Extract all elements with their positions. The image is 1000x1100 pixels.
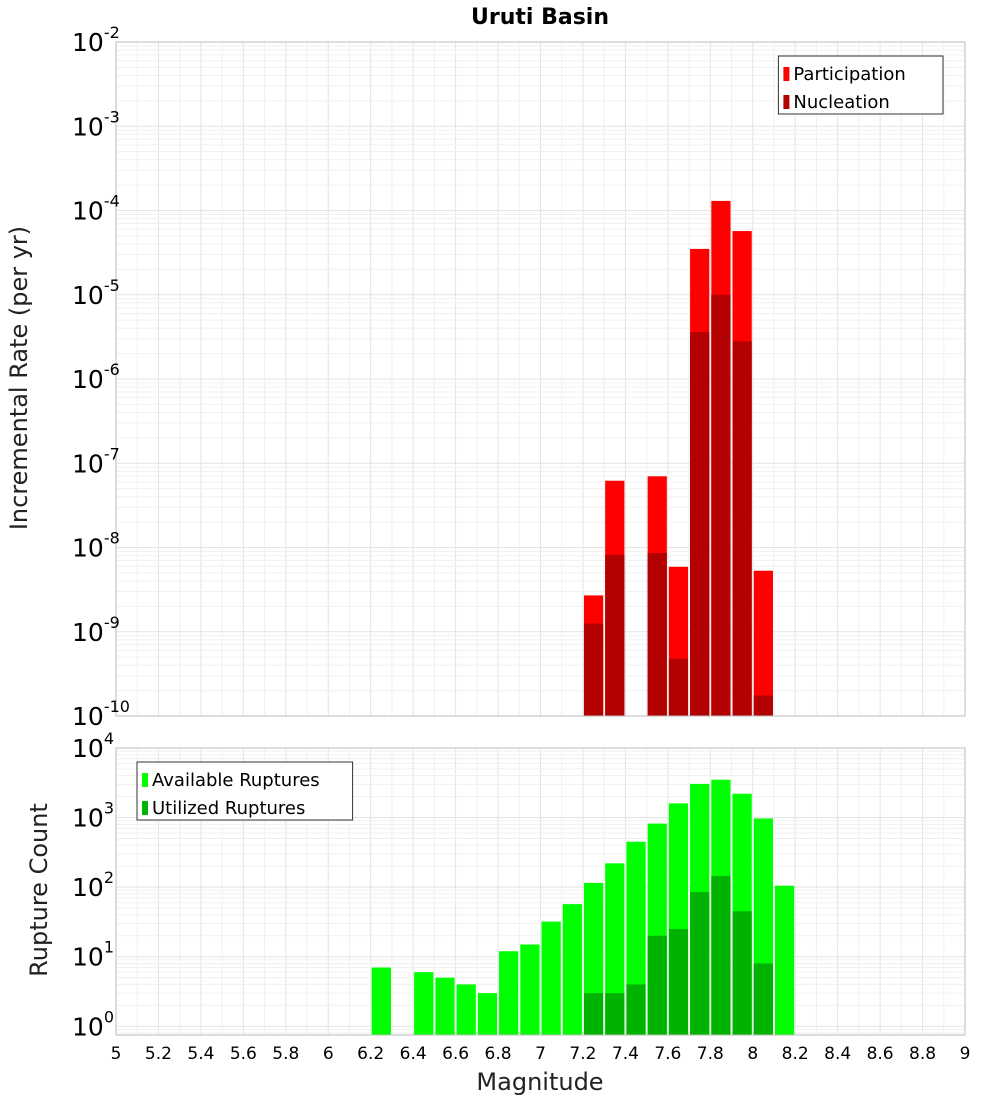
x-tick-label: 6.6	[442, 1044, 469, 1064]
x-tick-label: 7.8	[697, 1044, 724, 1064]
legend-swatch	[142, 773, 148, 787]
plot-frame-1	[115, 747, 966, 1036]
x-axis-label: Magnitude	[476, 1068, 603, 1096]
x-tick-label: 8	[747, 1044, 758, 1064]
bar-available-ruptures	[499, 951, 519, 1035]
legend-swatch	[783, 95, 790, 109]
bar-nucleation	[668, 658, 689, 716]
y-tick-label: 10-10	[72, 697, 130, 731]
y-tick-label: 102	[72, 868, 114, 902]
x-tick-label: 7	[535, 1044, 546, 1064]
x-tick-label: 7.6	[654, 1044, 681, 1064]
bar-nucleation	[583, 623, 604, 716]
x-tick-label: 6.4	[400, 1044, 427, 1064]
legend-label: Utilized Ruptures	[152, 798, 305, 819]
bar-utilized-ruptures	[583, 993, 604, 1035]
rate-plot-panel: 10-10 10-9 10-8 10-7 10-6 10-5 10-4 10-3 10-2 Par…	[72, 23, 966, 731]
bar-nucleation	[753, 695, 773, 716]
bar-available-ruptures	[435, 977, 455, 1035]
rupture-count-plot-panel: 100 101 102 103 104 Available Ruptures Utilize…	[72, 729, 970, 1064]
legend-swatch	[783, 67, 790, 81]
bar-utilized-ruptures	[690, 892, 710, 1035]
bar-utilized-ruptures	[732, 911, 752, 1035]
x-tick-label: 5	[111, 1044, 122, 1064]
bar-available-ruptures	[371, 967, 391, 1035]
bottom-y-axis-label: Rupture Count	[25, 803, 53, 977]
y-tick-label: 10-5	[72, 276, 120, 310]
x-tick-label: 6.8	[485, 1044, 512, 1064]
y-tick-label: 10-8	[72, 529, 120, 563]
chart-title: Uruti Basin	[471, 5, 609, 30]
bar-nucleation	[647, 553, 667, 716]
plot-frame-0	[115, 41, 966, 717]
bar-nucleation	[690, 332, 710, 716]
y-tick-label: 104	[72, 729, 114, 763]
x-tick-label: 7.2	[569, 1044, 596, 1064]
x-tick-label: 5.8	[272, 1044, 299, 1064]
y-tick-label: 10-4	[72, 192, 120, 226]
bar-available-ruptures	[562, 904, 582, 1035]
bar-utilized-ruptures	[668, 929, 689, 1035]
y-tick-label: 101	[72, 938, 114, 972]
x-tick-label: 6	[323, 1044, 334, 1064]
bar-nucleation	[732, 341, 752, 716]
bar-available-ruptures	[774, 885, 795, 1035]
y-tick-label: 10-2	[72, 23, 120, 57]
x-tick-label: 7.4	[612, 1044, 639, 1064]
bar-available-ruptures	[541, 921, 561, 1035]
bar-utilized-ruptures	[647, 935, 667, 1035]
x-tick-label: 8.2	[782, 1044, 809, 1064]
x-tick-label: 5.6	[230, 1044, 257, 1064]
x-tick-label: 8.4	[824, 1044, 851, 1064]
x-tick-label: 5.2	[145, 1044, 172, 1064]
x-tick-label: 5.4	[187, 1044, 214, 1064]
bar-participation	[753, 570, 773, 716]
y-tick-label: 10-7	[72, 444, 120, 478]
legend-label: Participation	[793, 64, 905, 85]
legend-0: Participation Nucleation	[777, 55, 944, 115]
legend-1: Available Ruptures Utilized Ruptures	[136, 761, 354, 821]
bar-available-ruptures	[414, 972, 434, 1035]
bar-available-ruptures	[456, 984, 476, 1035]
x-tick-label: 8.8	[909, 1044, 936, 1064]
legend-label: Available Ruptures	[152, 770, 320, 791]
bar-available-ruptures	[520, 944, 540, 1035]
y-tick-label: 103	[72, 799, 114, 833]
x-tick-label: 6.2	[357, 1044, 384, 1064]
legend-box	[777, 55, 944, 115]
bar-nucleation	[711, 294, 731, 716]
y-tick-label: 10-9	[72, 613, 120, 647]
x-tick-label: 8.6	[867, 1044, 894, 1064]
top-y-axis-label: Incremental Rate (per yr)	[5, 226, 33, 530]
legend-swatch	[142, 801, 148, 815]
x-tick-label: 9	[960, 1044, 971, 1064]
bar-utilized-ruptures	[605, 993, 625, 1035]
legend-box	[136, 761, 354, 821]
y-tick-label: 10-6	[72, 360, 120, 394]
bar-utilized-ruptures	[626, 984, 646, 1035]
y-tick-label: 10-3	[72, 107, 120, 141]
bar-available-ruptures	[477, 993, 498, 1035]
bar-nucleation	[605, 554, 625, 716]
bar-utilized-ruptures	[711, 875, 731, 1035]
legend-label: Nucleation	[793, 92, 889, 113]
y-tick-label: 100	[72, 1007, 114, 1041]
bar-utilized-ruptures	[753, 963, 773, 1035]
bar-available-ruptures	[605, 863, 625, 1035]
